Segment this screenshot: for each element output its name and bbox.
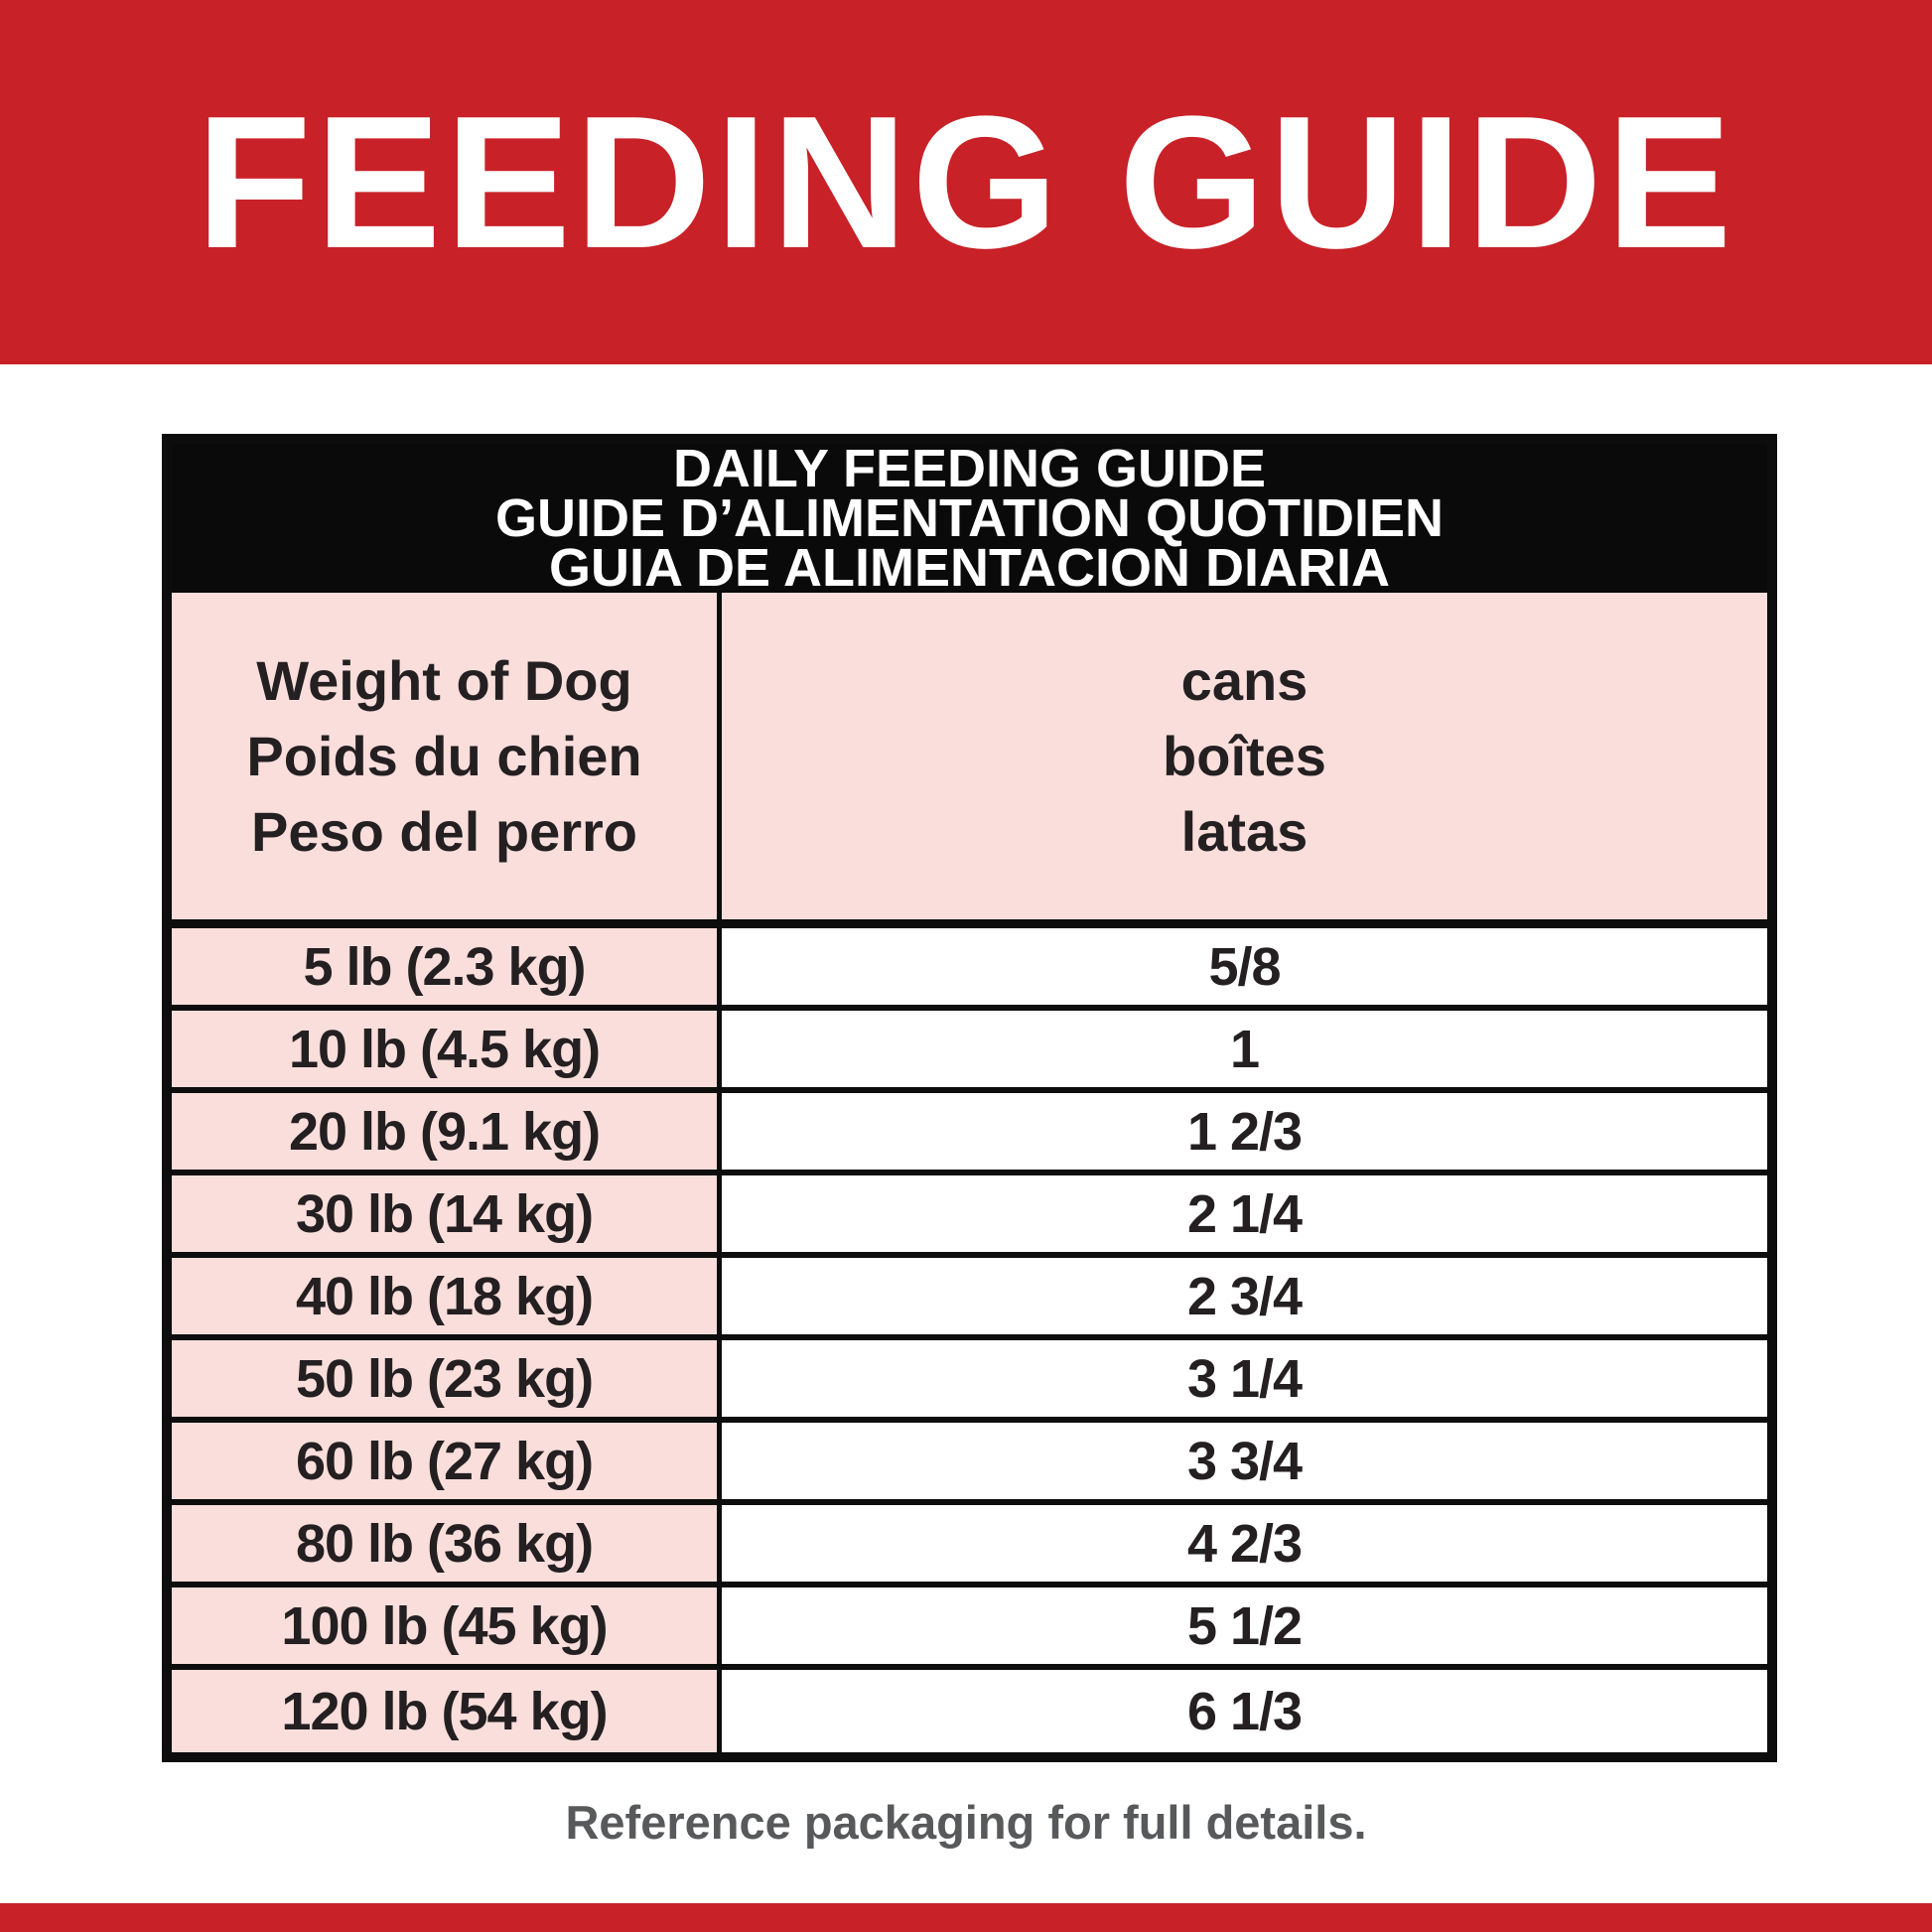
page-title: FEEDING GUIDE xyxy=(196,76,1736,288)
cans-header-es: latas xyxy=(1180,799,1309,863)
weight-cell: 80 lb (36 kg) xyxy=(172,1505,722,1582)
weight-header-en: Weight of Dog xyxy=(256,648,632,712)
cans-cell: 1 2/3 xyxy=(722,1093,1767,1170)
cans-cell: 3 1/4 xyxy=(722,1340,1767,1417)
cans-header-en: cans xyxy=(1180,648,1309,712)
cans-cell: 5/8 xyxy=(722,928,1767,1005)
cans-cell: 3 3/4 xyxy=(722,1423,1767,1499)
table-row: 100 lb (45 kg) 5 1/2 xyxy=(172,1587,1767,1670)
daily-feeding-table: DAILY FEEDING GUIDE GUIDE D’ALIMENTATION… xyxy=(162,434,1777,1762)
weight-cell: 50 lb (23 kg) xyxy=(172,1340,722,1417)
weight-cell: 5 lb (2.3 kg) xyxy=(172,928,722,1005)
table-row: 50 lb (23 kg) 3 1/4 xyxy=(172,1340,1767,1423)
table-row: 120 lb (54 kg) 6 1/3 xyxy=(172,1670,1767,1752)
weight-cell: 10 lb (4.5 kg) xyxy=(172,1011,722,1087)
cans-cell: 4 2/3 xyxy=(722,1505,1767,1582)
column-headers: Weight of Dog Poids du chien Peso del pe… xyxy=(172,593,1767,928)
weight-cell: 30 lb (14 kg) xyxy=(172,1175,722,1252)
table-row: 60 lb (27 kg) 3 3/4 xyxy=(172,1423,1767,1505)
weight-cell: 40 lb (18 kg) xyxy=(172,1258,722,1334)
cans-header-fr: boîtes xyxy=(1163,724,1326,787)
title-banner: FEEDING GUIDE xyxy=(0,0,1932,364)
weight-cell: 100 lb (45 kg) xyxy=(172,1587,722,1664)
table-row: 30 lb (14 kg) 2 1/4 xyxy=(172,1175,1767,1258)
table-row: 10 lb (4.5 kg) 1 xyxy=(172,1011,1767,1093)
cans-cell: 1 xyxy=(722,1011,1767,1087)
table-title-line-en: DAILY FEEDING GUIDE xyxy=(672,439,1267,498)
weight-cell: 120 lb (54 kg) xyxy=(172,1670,722,1752)
weight-header-fr: Poids du chien xyxy=(246,724,642,787)
cans-cell: 2 1/4 xyxy=(722,1175,1767,1252)
weight-cell: 20 lb (9.1 kg) xyxy=(172,1093,722,1170)
table-row: 80 lb (36 kg) 4 2/3 xyxy=(172,1505,1767,1587)
bottom-red-strip xyxy=(0,1903,1932,1932)
footnote: Reference packaging for full details. xyxy=(565,1796,1367,1849)
cans-cell: 6 1/3 xyxy=(722,1670,1767,1752)
table-row: 20 lb (9.1 kg) 1 2/3 xyxy=(172,1093,1767,1175)
table-row: 40 lb (18 kg) 2 3/4 xyxy=(172,1258,1767,1340)
column-header-cans: cans boîtes latas xyxy=(722,593,1767,919)
table-rows: 5 lb (2.3 kg) 5/8 10 lb (4.5 kg) 1 20 lb… xyxy=(172,928,1767,1752)
cans-cell: 2 3/4 xyxy=(722,1258,1767,1334)
table-title-line-es: GUIA DE ALIMENTACION DIARIA xyxy=(549,538,1390,598)
table-title: DAILY FEEDING GUIDE GUIDE D’ALIMENTATION… xyxy=(172,439,1767,598)
weight-header-es: Peso del perro xyxy=(250,799,638,863)
table-row: 5 lb (2.3 kg) 5/8 xyxy=(172,928,1767,1011)
column-header-weight: Weight of Dog Poids du chien Peso del pe… xyxy=(172,593,722,919)
table-title-line-fr: GUIDE D’ALIMENTATION QUOTIDIEN xyxy=(495,488,1444,548)
cans-cell: 5 1/2 xyxy=(722,1587,1767,1664)
weight-cell: 60 lb (27 kg) xyxy=(172,1423,722,1499)
